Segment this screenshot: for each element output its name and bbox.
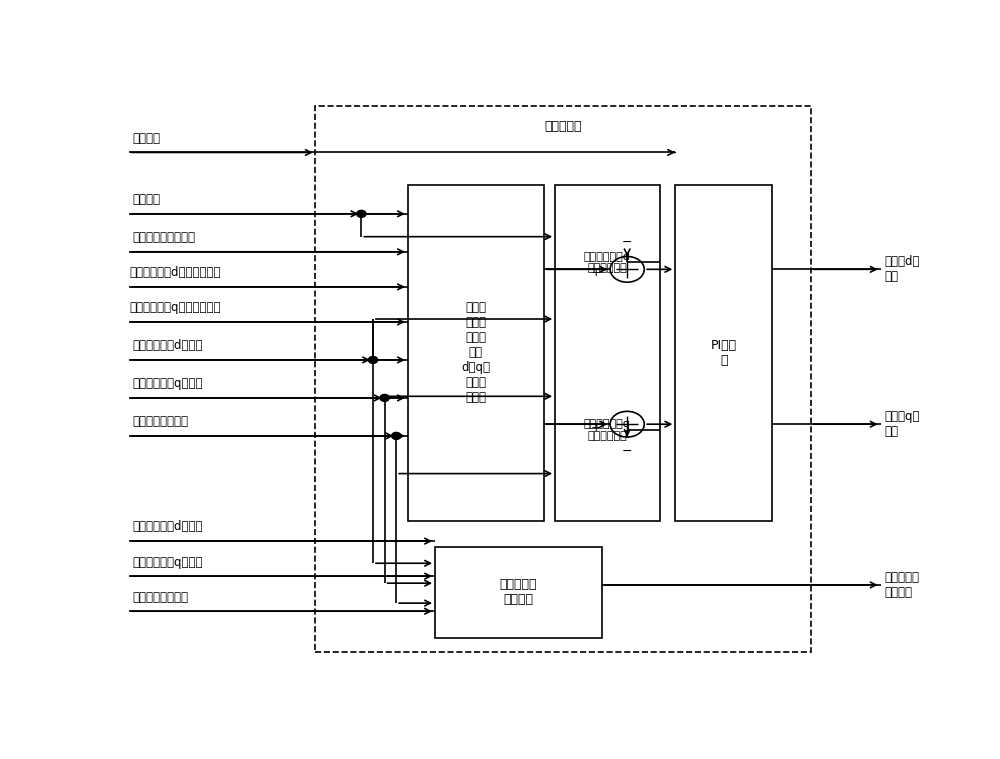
Text: 远端交流电压幅值: 远端交流电压幅值 xyxy=(133,591,189,603)
Text: 无源模
式下网
侧交流
电压
d、q分
量参考
值选定: 无源模 式下网 侧交流 电压 d、q分 量参考 值选定 xyxy=(461,301,490,404)
Circle shape xyxy=(368,357,378,364)
Text: −: − xyxy=(622,236,632,249)
FancyBboxPatch shape xyxy=(315,106,811,652)
FancyBboxPatch shape xyxy=(408,184,544,521)
FancyBboxPatch shape xyxy=(435,547,602,638)
FancyBboxPatch shape xyxy=(555,184,660,521)
Text: 孤岛转联网
条件判别: 孤岛转联网 条件判别 xyxy=(500,578,537,606)
Text: PI控制
器: PI控制 器 xyxy=(711,339,737,367)
Text: 网侧交流电压q
轴分量参考值: 网侧交流电压q 轴分量参考值 xyxy=(584,419,631,441)
Text: +: + xyxy=(590,266,601,279)
FancyBboxPatch shape xyxy=(675,184,772,521)
Text: 网侧交流电压幅值: 网侧交流电压幅值 xyxy=(133,415,189,428)
Text: 无源信号: 无源信号 xyxy=(133,194,161,206)
Text: 网侧交流电压d轴分量: 网侧交流电压d轴分量 xyxy=(133,339,203,352)
Text: 网侧交流电压d
轴分量参考值: 网侧交流电压d 轴分量参考值 xyxy=(584,251,631,272)
Text: 远端交流电压d轴分量: 远端交流电压d轴分量 xyxy=(133,521,203,534)
Text: 孤岛转联网
锁相正常: 孤岛转联网 锁相正常 xyxy=(885,571,920,599)
Text: 无源控制器: 无源控制器 xyxy=(544,120,582,134)
Text: 调制波d轴
分量: 调制波d轴 分量 xyxy=(885,255,920,283)
Text: 网侧交流电压参考值: 网侧交流电压参考值 xyxy=(133,231,196,244)
Text: +: + xyxy=(590,420,601,433)
Circle shape xyxy=(357,210,366,217)
Text: 网侧交流电压q轴分量参考值: 网侧交流电压q轴分量参考值 xyxy=(130,301,221,314)
Text: 积分限值: 积分限值 xyxy=(133,132,161,145)
Text: 网侧交流电压d轴分量参考值: 网侧交流电压d轴分量参考值 xyxy=(130,266,221,279)
Text: 调制波q轴
分量: 调制波q轴 分量 xyxy=(885,410,920,438)
Circle shape xyxy=(392,433,401,439)
Circle shape xyxy=(380,395,389,402)
Text: 网侧交流电压q轴分量: 网侧交流电压q轴分量 xyxy=(133,377,203,390)
Text: −: − xyxy=(622,445,632,458)
Text: 远端交流电压q轴分量: 远端交流电压q轴分量 xyxy=(133,556,203,568)
